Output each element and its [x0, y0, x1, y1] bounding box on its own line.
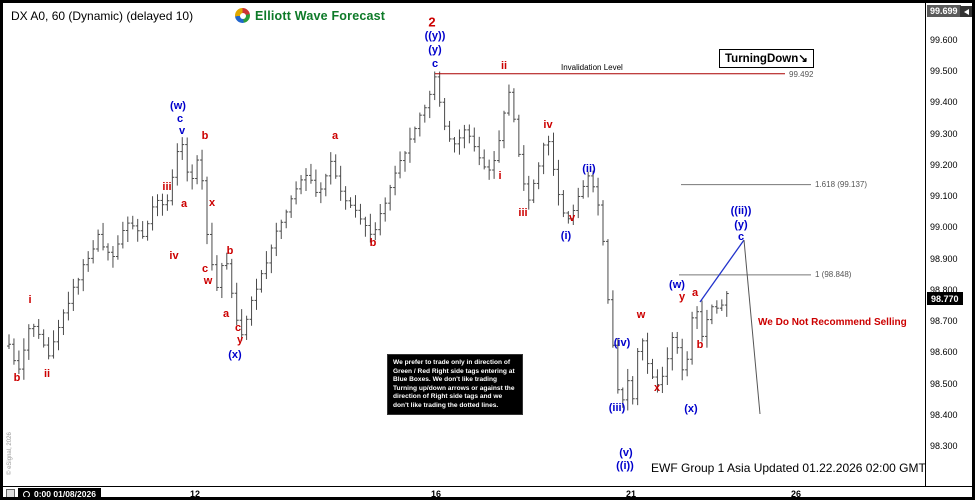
axis-settings-icon[interactable] [6, 489, 15, 497]
axis-collapse-button[interactable] [960, 6, 972, 17]
fib-1-label: 1 (98.848) [815, 269, 852, 279]
projection-down-line [743, 239, 761, 415]
time-tick: 16 [430, 489, 442, 499]
price-tick: 99.600 [930, 35, 958, 45]
time-axis[interactable]: 0:00 01/08/2026 12 16 21 26 [3, 486, 972, 499]
price-tick: 99.000 [930, 222, 958, 233]
price-tick: 98.700 [930, 316, 958, 327]
price-axis[interactable]: 99.699 99.600 99.500 99.400 99.300 99.200 99.… [925, 3, 972, 486]
turning-down-badge: TurningDown↘ [719, 49, 814, 68]
price-tick: 98.500 [930, 378, 958, 389]
turning-down-arrow-icon: ↘ [798, 53, 808, 65]
copyright-note: © eSignal, 2026 [7, 432, 13, 475]
price-chart-canvas[interactable] [3, 3, 975, 500]
turning-down-label: TurningDown [725, 53, 799, 65]
invalidation-price-label: 99.492 [789, 69, 814, 79]
time-tick: 21 [625, 489, 637, 499]
session-start-label: 0:00 01/08/2026 [34, 489, 96, 499]
price-tick: 98.600 [930, 347, 958, 358]
price-tick: 99.100 [930, 191, 958, 202]
brand-name: Elliott Wave Forecast [255, 8, 386, 23]
update-note: EWF Group 1 Asia Updated 01.22.2026 02:0… [651, 461, 926, 475]
time-tick: 12 [189, 489, 201, 499]
session-start-badge: 0:00 01/08/2026 [18, 488, 101, 499]
last-price-badge: 98.770 [927, 292, 963, 306]
brand: Elliott Wave Forecast [235, 8, 385, 23]
no-sell-note: We Do Not Recommend Selling [758, 317, 907, 328]
price-tick: 98.800 [930, 284, 958, 295]
chart-title: DX A0, 60 (Dynamic) (delayed 10) [11, 9, 194, 23]
price-tick: 99.300 [930, 128, 958, 139]
session-high-badge: 99.699 [927, 5, 961, 17]
invalidation-level-label: Invalidation Level [561, 62, 623, 72]
clock-icon [23, 490, 30, 497]
projection-up-line [699, 239, 745, 303]
price-tick: 98.900 [930, 253, 958, 264]
price-tick: 99.200 [930, 159, 958, 170]
price-tick: 98.300 [930, 440, 958, 451]
disclaimer-box: We prefer to trade only in direction of … [387, 354, 523, 416]
ewf-logo-icon [235, 8, 250, 23]
price-tick: 99.500 [930, 66, 958, 77]
time-tick: 26 [790, 489, 802, 499]
fib-1618-label: 1.618 (99.137) [815, 179, 868, 189]
price-tick: 98.400 [930, 409, 958, 420]
price-tick: 99.400 [930, 97, 958, 108]
